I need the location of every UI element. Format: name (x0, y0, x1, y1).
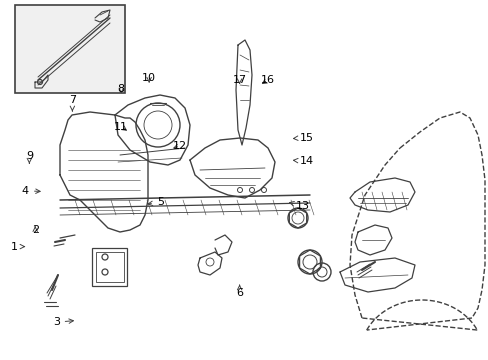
Text: 4: 4 (22, 186, 40, 196)
Text: 6: 6 (236, 285, 243, 298)
Text: 8: 8 (118, 84, 124, 94)
Text: 11: 11 (114, 122, 128, 132)
Text: 13: 13 (289, 201, 309, 211)
Text: 9: 9 (26, 150, 33, 163)
Bar (92, 248, 127, 286)
Text: 15: 15 (293, 132, 313, 143)
Text: 1: 1 (11, 242, 24, 252)
Text: 7: 7 (69, 95, 76, 111)
Text: 5: 5 (148, 197, 163, 207)
Text: 10: 10 (142, 73, 156, 84)
Text: 2: 2 (32, 225, 39, 235)
Bar (15, 5, 125, 93)
Text: 14: 14 (293, 156, 313, 166)
Text: 17: 17 (232, 75, 246, 85)
Text: 3: 3 (53, 317, 73, 327)
Bar (96, 252, 124, 282)
Text: 12: 12 (173, 141, 186, 151)
Text: 16: 16 (261, 75, 274, 85)
